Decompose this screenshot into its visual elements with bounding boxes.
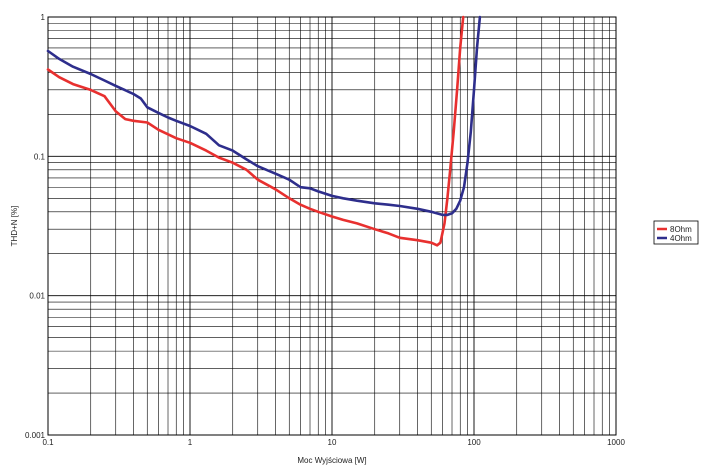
y-tick-label: 0.01 bbox=[29, 292, 45, 301]
y-tick-label: 0.1 bbox=[34, 152, 46, 161]
x-tick-label: 1000 bbox=[607, 438, 625, 447]
y-tick-label: 1 bbox=[41, 13, 46, 22]
x-tick-label: 1 bbox=[188, 438, 193, 447]
grid bbox=[47, 17, 616, 436]
y-axis-label: THD+N [%] bbox=[10, 206, 19, 247]
legend-label-4ohm: 4Ohm bbox=[670, 234, 692, 243]
x-tick-labels: 0.1 1 10 100 1000 bbox=[42, 438, 625, 447]
y-tick-label: 0.001 bbox=[25, 431, 46, 440]
x-tick-label: 0.1 bbox=[42, 438, 54, 447]
series-layer bbox=[46, 15, 482, 247]
x-tick-label: 100 bbox=[467, 438, 481, 447]
series-line-8ohm bbox=[46, 15, 465, 247]
series-line-4ohm bbox=[46, 15, 482, 217]
legend: 8Ohm 4Ohm bbox=[653, 220, 699, 245]
y-tick-labels: 1 0.1 0.01 0.001 bbox=[25, 13, 46, 440]
legend-label-8ohm: 8Ohm bbox=[670, 225, 692, 234]
x-tick-label: 10 bbox=[328, 438, 337, 447]
plot-frame bbox=[47, 16, 617, 436]
x-axis-label: Moc Wyjściowa [W] bbox=[297, 456, 366, 465]
